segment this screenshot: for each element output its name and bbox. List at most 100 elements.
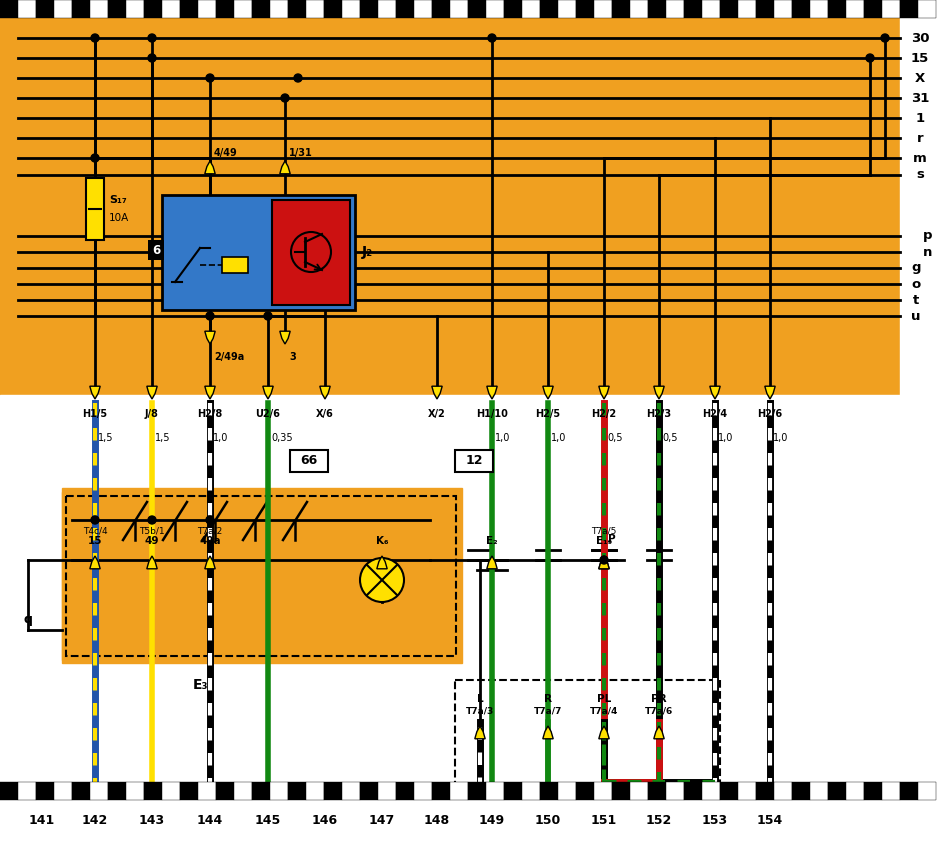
Circle shape bbox=[91, 516, 99, 524]
Polygon shape bbox=[431, 387, 442, 399]
Polygon shape bbox=[377, 556, 387, 569]
Bar bbox=[270, 782, 288, 800]
Bar bbox=[198, 0, 216, 18]
Text: 6: 6 bbox=[152, 244, 160, 256]
Text: 0,5: 0,5 bbox=[607, 433, 622, 443]
Text: H2/3: H2/3 bbox=[647, 409, 671, 419]
Bar bbox=[864, 0, 882, 18]
Bar bbox=[270, 0, 288, 18]
Circle shape bbox=[206, 516, 214, 524]
Bar bbox=[846, 0, 864, 18]
Text: 1,0: 1,0 bbox=[551, 433, 567, 443]
Bar bbox=[0, 782, 18, 800]
Polygon shape bbox=[765, 387, 776, 399]
Polygon shape bbox=[654, 726, 665, 739]
Text: S₁₇: S₁₇ bbox=[109, 195, 127, 205]
Text: E₂: E₂ bbox=[486, 536, 498, 546]
Polygon shape bbox=[147, 556, 157, 569]
Text: T7a/5: T7a/5 bbox=[591, 527, 617, 536]
Text: E₃: E₃ bbox=[193, 678, 208, 692]
Text: s: s bbox=[916, 168, 924, 182]
Text: 15: 15 bbox=[87, 536, 102, 546]
Bar bbox=[558, 0, 576, 18]
Text: H2/8: H2/8 bbox=[197, 409, 223, 419]
Bar bbox=[54, 0, 72, 18]
Bar bbox=[432, 782, 450, 800]
Bar bbox=[756, 0, 774, 18]
Text: J/8: J/8 bbox=[145, 409, 159, 419]
Bar bbox=[216, 0, 234, 18]
Bar bbox=[630, 782, 648, 800]
Text: 148: 148 bbox=[424, 814, 450, 827]
Bar bbox=[36, 782, 54, 800]
Text: p: p bbox=[923, 229, 932, 243]
Polygon shape bbox=[280, 331, 290, 344]
Text: 146: 146 bbox=[312, 814, 338, 827]
Bar bbox=[720, 782, 738, 800]
Bar bbox=[504, 782, 522, 800]
Bar bbox=[162, 195, 355, 310]
Bar bbox=[108, 782, 126, 800]
Bar bbox=[774, 782, 792, 800]
Text: 0,5: 0,5 bbox=[662, 433, 678, 443]
Polygon shape bbox=[475, 726, 485, 739]
Bar bbox=[630, 0, 648, 18]
Text: T7a/7: T7a/7 bbox=[534, 707, 562, 716]
Bar bbox=[540, 782, 558, 800]
Text: u: u bbox=[911, 310, 921, 322]
Bar bbox=[360, 0, 378, 18]
Polygon shape bbox=[205, 387, 215, 399]
Text: T7a/4: T7a/4 bbox=[589, 707, 619, 716]
Bar bbox=[54, 782, 72, 800]
Bar bbox=[918, 0, 936, 18]
Bar bbox=[918, 782, 936, 800]
Bar bbox=[684, 0, 702, 18]
Text: H2/6: H2/6 bbox=[758, 409, 783, 419]
Bar bbox=[594, 0, 612, 18]
Bar bbox=[468, 0, 486, 18]
Polygon shape bbox=[542, 387, 554, 399]
Bar bbox=[450, 782, 468, 800]
Text: 10A: 10A bbox=[109, 213, 130, 223]
Bar bbox=[180, 782, 198, 800]
Text: 150: 150 bbox=[535, 814, 561, 827]
Bar bbox=[666, 0, 684, 18]
Text: o: o bbox=[912, 277, 920, 290]
Bar bbox=[378, 782, 396, 800]
Polygon shape bbox=[710, 387, 720, 399]
Circle shape bbox=[264, 312, 272, 320]
Bar bbox=[576, 0, 594, 18]
Bar bbox=[324, 782, 342, 800]
Bar bbox=[252, 782, 270, 800]
Text: 2/49a: 2/49a bbox=[214, 352, 244, 362]
Bar bbox=[180, 0, 198, 18]
Bar bbox=[756, 782, 774, 800]
Text: PR: PR bbox=[651, 694, 666, 704]
Text: g: g bbox=[911, 261, 921, 274]
Bar bbox=[828, 0, 846, 18]
Circle shape bbox=[881, 34, 889, 42]
Circle shape bbox=[91, 34, 99, 42]
Circle shape bbox=[600, 556, 608, 564]
Text: q: q bbox=[24, 613, 33, 627]
Bar bbox=[90, 0, 108, 18]
Bar bbox=[414, 782, 432, 800]
Bar bbox=[360, 782, 378, 800]
Bar bbox=[306, 0, 324, 18]
Circle shape bbox=[294, 74, 302, 82]
Bar bbox=[468, 782, 486, 800]
Bar bbox=[738, 0, 756, 18]
Text: 1: 1 bbox=[916, 112, 925, 124]
Polygon shape bbox=[487, 387, 497, 399]
Bar bbox=[702, 782, 720, 800]
Text: X/6: X/6 bbox=[316, 409, 334, 419]
Text: H2/2: H2/2 bbox=[591, 409, 617, 419]
Text: 0,35: 0,35 bbox=[271, 433, 292, 443]
Text: T4c/4: T4c/4 bbox=[83, 527, 107, 536]
Bar bbox=[252, 0, 270, 18]
Bar bbox=[342, 782, 360, 800]
Polygon shape bbox=[205, 161, 215, 173]
Bar bbox=[648, 0, 666, 18]
Bar bbox=[612, 782, 630, 800]
Bar bbox=[396, 0, 414, 18]
